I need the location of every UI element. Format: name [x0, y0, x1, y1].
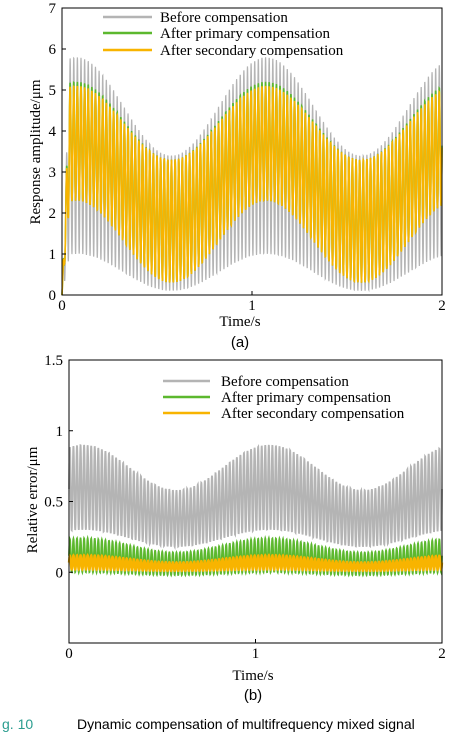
chart-b-ytick-label: 0 — [56, 565, 64, 581]
legend-label-secondary: After secondary compensation — [160, 43, 344, 59]
chart-b-xtick-label: 2 — [438, 646, 446, 662]
chart-a-ytick-label: 3 — [49, 165, 57, 181]
chart-a-xtick-label: 0 — [58, 298, 66, 314]
chart-b-series-before — [68, 443, 443, 551]
chart-a-ytick-label: 7 — [49, 1, 57, 17]
figure-caption: g. 10 Dynamic compensation of multifrequ… — [2, 716, 415, 732]
chart-b-xtick-label: 1 — [252, 646, 260, 662]
legend-b-label-before: Before compensation — [221, 374, 349, 390]
chart-a-xtick-label: 1 — [248, 298, 256, 314]
chart-a-plot-area — [61, 56, 443, 296]
chart-a-series-secondary — [61, 85, 443, 296]
chart-a-ticks: 0 1 2 0 1 2 3 4 5 6 7 — [49, 1, 446, 314]
legend-b-label-primary: After primary compensation — [221, 390, 391, 406]
chart-a-ytick-label: 6 — [49, 42, 57, 58]
chart-a-legend: Before compensation After primary compen… — [103, 10, 344, 59]
chart-a-xtick-label: 2 — [438, 298, 446, 314]
chart-b-ticks: 0 1 2 0 0.5 1 1.5 — [44, 353, 446, 662]
chart-b-panel-label: (b) — [244, 687, 262, 704]
chart-b-ylabel: Relative error/μm — [25, 446, 41, 553]
legend-label-primary: After primary compensation — [160, 26, 330, 42]
chart-a-ytick-label: 2 — [49, 206, 57, 222]
chart-b: 0 1 2 0 0.5 1 1.5 Relative error/μm Time/s (b)… — [25, 353, 446, 704]
chart-b-xlabel: Time/s — [232, 668, 273, 684]
figure-caption-text: Dynamic compensation of multifrequency m… — [77, 716, 415, 732]
chart-a-ylabel: Response amplitude/μm — [28, 79, 44, 224]
chart-a-panel-label: (a) — [231, 334, 249, 351]
legend-b-label-secondary: After secondary compensation — [221, 406, 405, 422]
chart-b-ytick-label: 0.5 — [44, 495, 63, 511]
chart-a-ytick-label: 4 — [49, 124, 57, 140]
chart-a-xlabel: Time/s — [219, 314, 260, 330]
chart-b-ytick-label: 1.5 — [44, 353, 63, 369]
chart-a-ytick-label: 5 — [49, 83, 57, 99]
chart-a-ytick-label: 0 — [49, 288, 57, 304]
chart-b-ytick-label: 1 — [56, 424, 64, 440]
legend-label-before: Before compensation — [160, 10, 288, 26]
chart-a: 0 1 2 0 1 2 3 4 5 6 7 Response amplitude/μm Time/s… — [28, 1, 446, 351]
chart-b-series-secondary — [67, 553, 444, 573]
figure-caption-label: g. 10 — [2, 716, 33, 732]
chart-b-plot-area — [67, 443, 444, 578]
chart-b-legend: Before compensation After primary compen… — [163, 374, 405, 422]
chart-a-ytick-label: 1 — [49, 247, 57, 263]
chart-b-xtick-label: 0 — [65, 646, 73, 662]
